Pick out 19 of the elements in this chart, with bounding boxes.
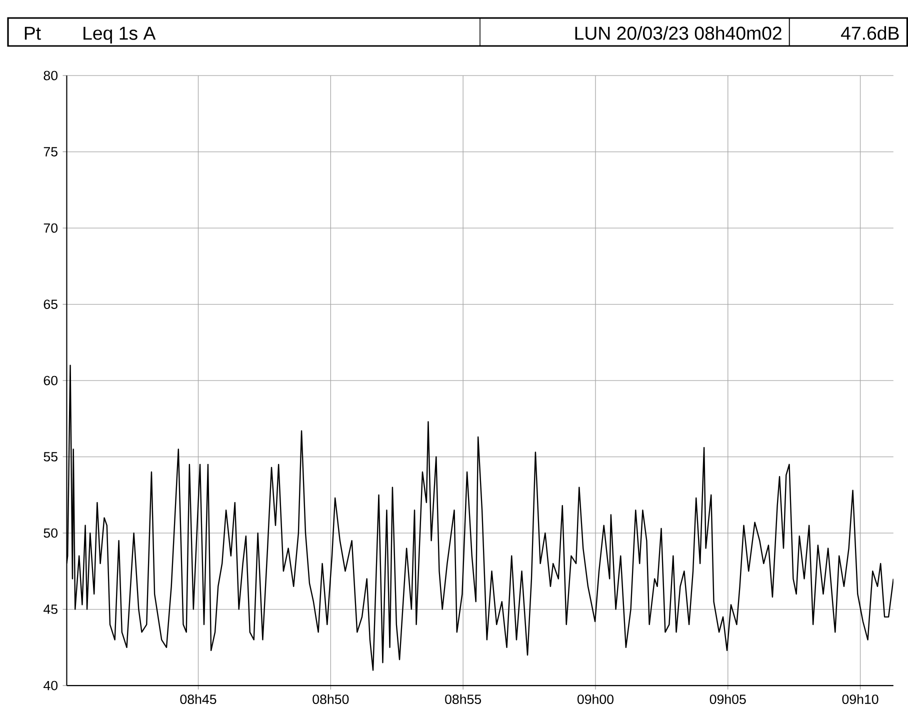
chart-subtitle: Leq 1s A [84,26,156,44]
text: 47.6dB [840,26,899,40]
y-tick-label: 40 [44,680,58,690]
y-tick-label: 55 [44,452,58,462]
x-tick-label: 08h50 [312,694,349,704]
y-tick-label: 65 [44,300,58,310]
x-tick-label: 08h55 [445,694,482,704]
y-tick-label: 60 [44,376,58,386]
y-tick-label: 75 [44,147,58,156]
y-tick-label: 70 [44,223,58,233]
x-tick-label: 09h10 [842,694,878,704]
chart-title: Pt [24,26,41,40]
x-tick-label: 09h05 [710,694,746,704]
x-tick-label: 08h45 [180,694,216,704]
y-tick-label: 50 [44,528,58,538]
x-tick-label: 09h00 [577,694,614,704]
y-tick-label: 80 [44,70,58,80]
text: LUN 20/03/23 08h40m02 [575,26,782,40]
y-tick-label: 45 [44,604,58,614]
